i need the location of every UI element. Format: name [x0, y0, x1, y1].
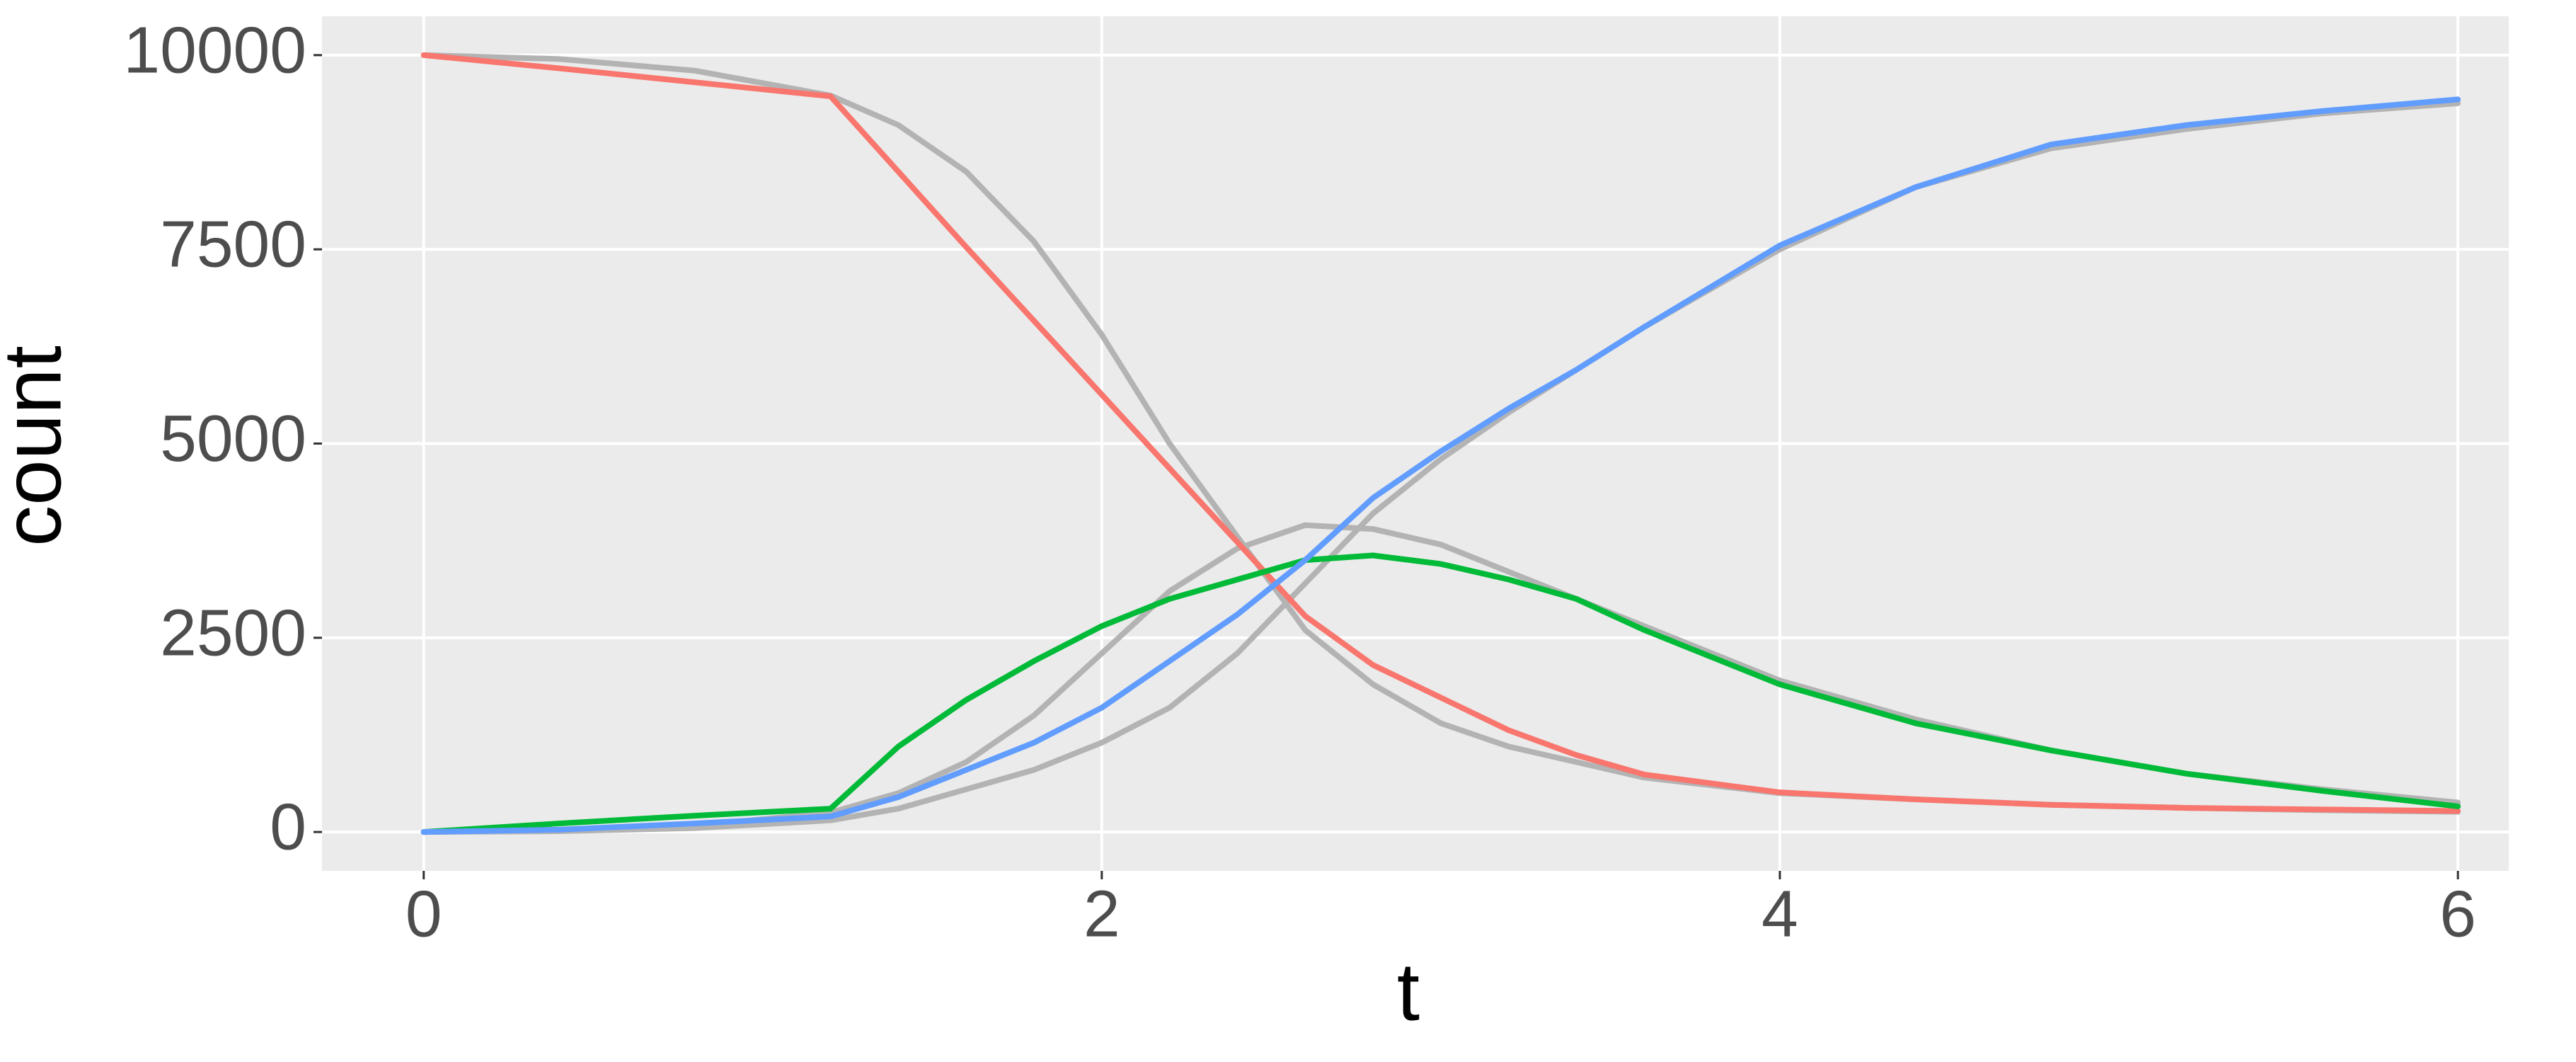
x-tick-label: 4: [1761, 877, 1798, 951]
y-tick-label: 2500: [160, 595, 306, 669]
series-line: [420, 52, 2461, 814]
series-line: [420, 96, 2461, 835]
x-tick-label: 2: [1083, 877, 1120, 951]
series-line: [420, 552, 2461, 835]
y-tick-label: 0: [270, 790, 306, 864]
y-tick-label: 7500: [160, 207, 306, 281]
y-axis-title: count: [0, 346, 79, 547]
y-tick-label: 5000: [160, 401, 306, 475]
x-tick-label: 6: [2439, 877, 2476, 951]
x-tick-label: 0: [406, 877, 442, 951]
y-tick-label: 10000: [123, 13, 306, 86]
x-axis-title: t: [1397, 946, 1420, 1038]
